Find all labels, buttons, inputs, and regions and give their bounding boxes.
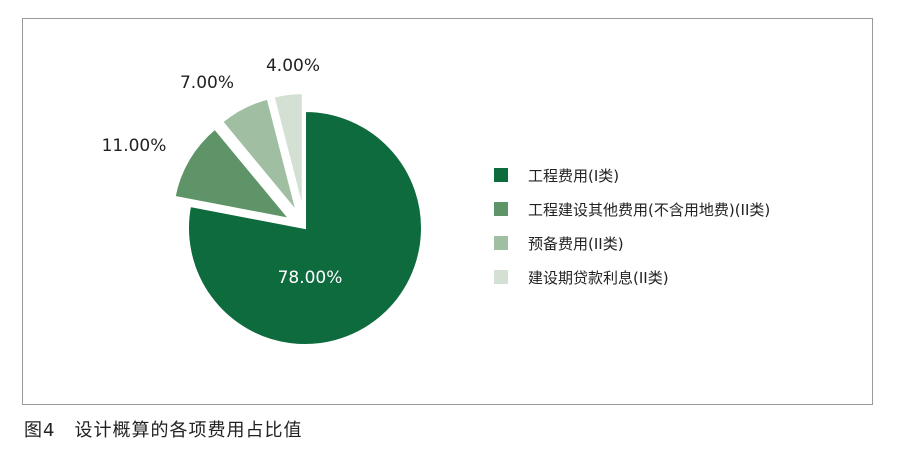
pie-slice <box>220 97 298 213</box>
data-label: 7.00% <box>180 73 234 93</box>
legend: 工程费用(I类) 工程建设其他费用(不含用地费)(II类) 预备费用(II类) … <box>494 158 770 294</box>
legend-swatch <box>494 168 508 182</box>
data-label: 78.00% <box>278 268 343 288</box>
legend-label: 预备费用(II类) <box>528 234 624 253</box>
pie-slice <box>187 109 423 346</box>
legend-swatch <box>494 236 508 250</box>
legend-label: 建设期贷款利息(II类) <box>528 268 669 287</box>
figure-caption: 图4 设计概算的各项费用占比值 <box>24 420 303 441</box>
chart-frame <box>22 18 873 405</box>
data-label: 4.00% <box>266 56 320 76</box>
data-label: 11.00% <box>102 136 167 156</box>
pie-slice <box>272 92 304 211</box>
legend-item: 预备费用(II类) <box>494 226 770 260</box>
legend-label: 工程费用(I类) <box>528 166 620 185</box>
legend-label: 工程建设其他费用(不含用地费)(II类) <box>528 200 771 219</box>
legend-item: 工程建设其他费用(不含用地费)(II类) <box>494 192 770 226</box>
legend-swatch <box>494 202 508 216</box>
legend-swatch <box>494 270 508 284</box>
legend-item: 建设期贷款利息(II类) <box>494 260 770 294</box>
legend-item: 工程费用(I类) <box>494 158 770 192</box>
pie-slice <box>173 127 293 221</box>
